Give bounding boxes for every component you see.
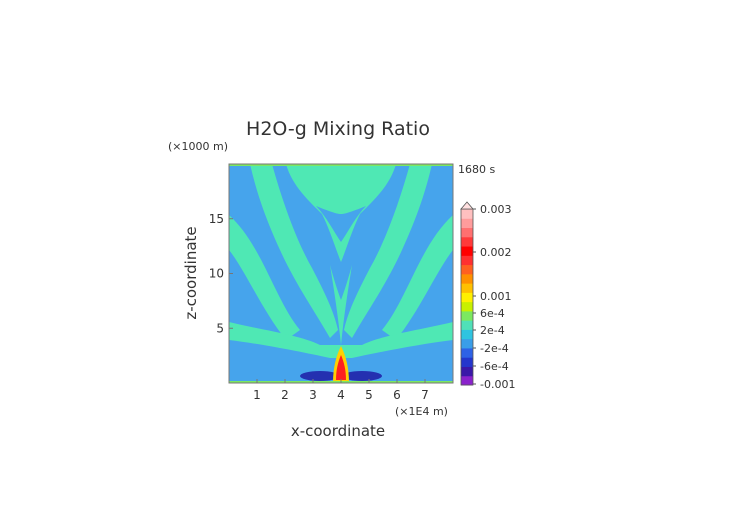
y-tick-label: 15 (209, 212, 224, 226)
colorbar-swatch (461, 246, 473, 256)
x-tick-label: 2 (281, 388, 289, 402)
x-tick-label: 5 (365, 388, 373, 402)
colorbar-label: 0.003 (480, 203, 512, 216)
colorbar-swatch (461, 366, 473, 377)
x-tick-label: 1 (253, 388, 261, 402)
colorbar-swatch (461, 236, 473, 247)
colorbar-label: -2e-4 (480, 342, 509, 355)
colorbar-swatch (461, 375, 473, 386)
chart-title: H2O-g Mixing Ratio (246, 118, 430, 140)
time-label: 1680 s (458, 163, 495, 176)
x-tick-label: 6 (393, 388, 401, 402)
y-axis: 5 10 15 (209, 212, 233, 335)
colorbar-swatch (461, 320, 473, 330)
colorbar-label: 2e-4 (480, 324, 505, 337)
plume-inner (336, 355, 346, 380)
colorbar-swatch (461, 301, 473, 312)
colorbar-swatch (461, 209, 473, 219)
y-tick-label: 5 (216, 321, 224, 335)
colorbar-label: 6e-4 (480, 307, 505, 320)
colorbar-extend-arrow (460, 201, 474, 210)
y-axis-label: z-coordinate (182, 226, 200, 319)
colorbar-label: -6e-4 (480, 360, 509, 373)
colorbar-swatch (461, 357, 473, 367)
colorbar-swatch (461, 338, 473, 349)
colorbar-swatch (461, 292, 473, 303)
colorbar-swatch (461, 227, 473, 238)
x-axis: 1 2 3 4 5 6 7 (253, 379, 429, 402)
colorbar-label: 0.001 (480, 290, 512, 303)
y-unit-label: (×1000 m) (168, 140, 228, 153)
colorbar-swatch (461, 273, 473, 284)
x-tick-label: 7 (421, 388, 429, 402)
colorbar-swatch (461, 255, 473, 266)
x-tick-label: 3 (309, 388, 317, 402)
y-tick-label: 10 (209, 267, 224, 281)
top-band (229, 164, 453, 166)
colorbar-swatch (461, 264, 473, 275)
colorbar-swatch (461, 218, 473, 229)
contour-field (229, 164, 453, 383)
colorbar-label: 0.002 (480, 246, 512, 259)
x-unit-label: (×1E4 m) (395, 405, 448, 418)
upper-notch (316, 206, 366, 242)
colorbar-swatch (461, 329, 473, 340)
x-tick-label: 4 (337, 388, 345, 402)
colorbar-swatch (461, 283, 473, 293)
colorbar: 0.003 0.002 0.001 6e-4 2e-4 -2e-4 -6e-4 -0.001 (460, 201, 515, 391)
x-axis-label: x-coordinate (291, 422, 385, 440)
right-negative-lobe (342, 371, 382, 381)
left-negative-lobe (300, 371, 340, 381)
colorbar-swatch (461, 310, 473, 321)
colorbar-swatch (461, 347, 473, 358)
colorbar-label: -0.001 (480, 378, 515, 391)
positive-bands (229, 164, 453, 358)
